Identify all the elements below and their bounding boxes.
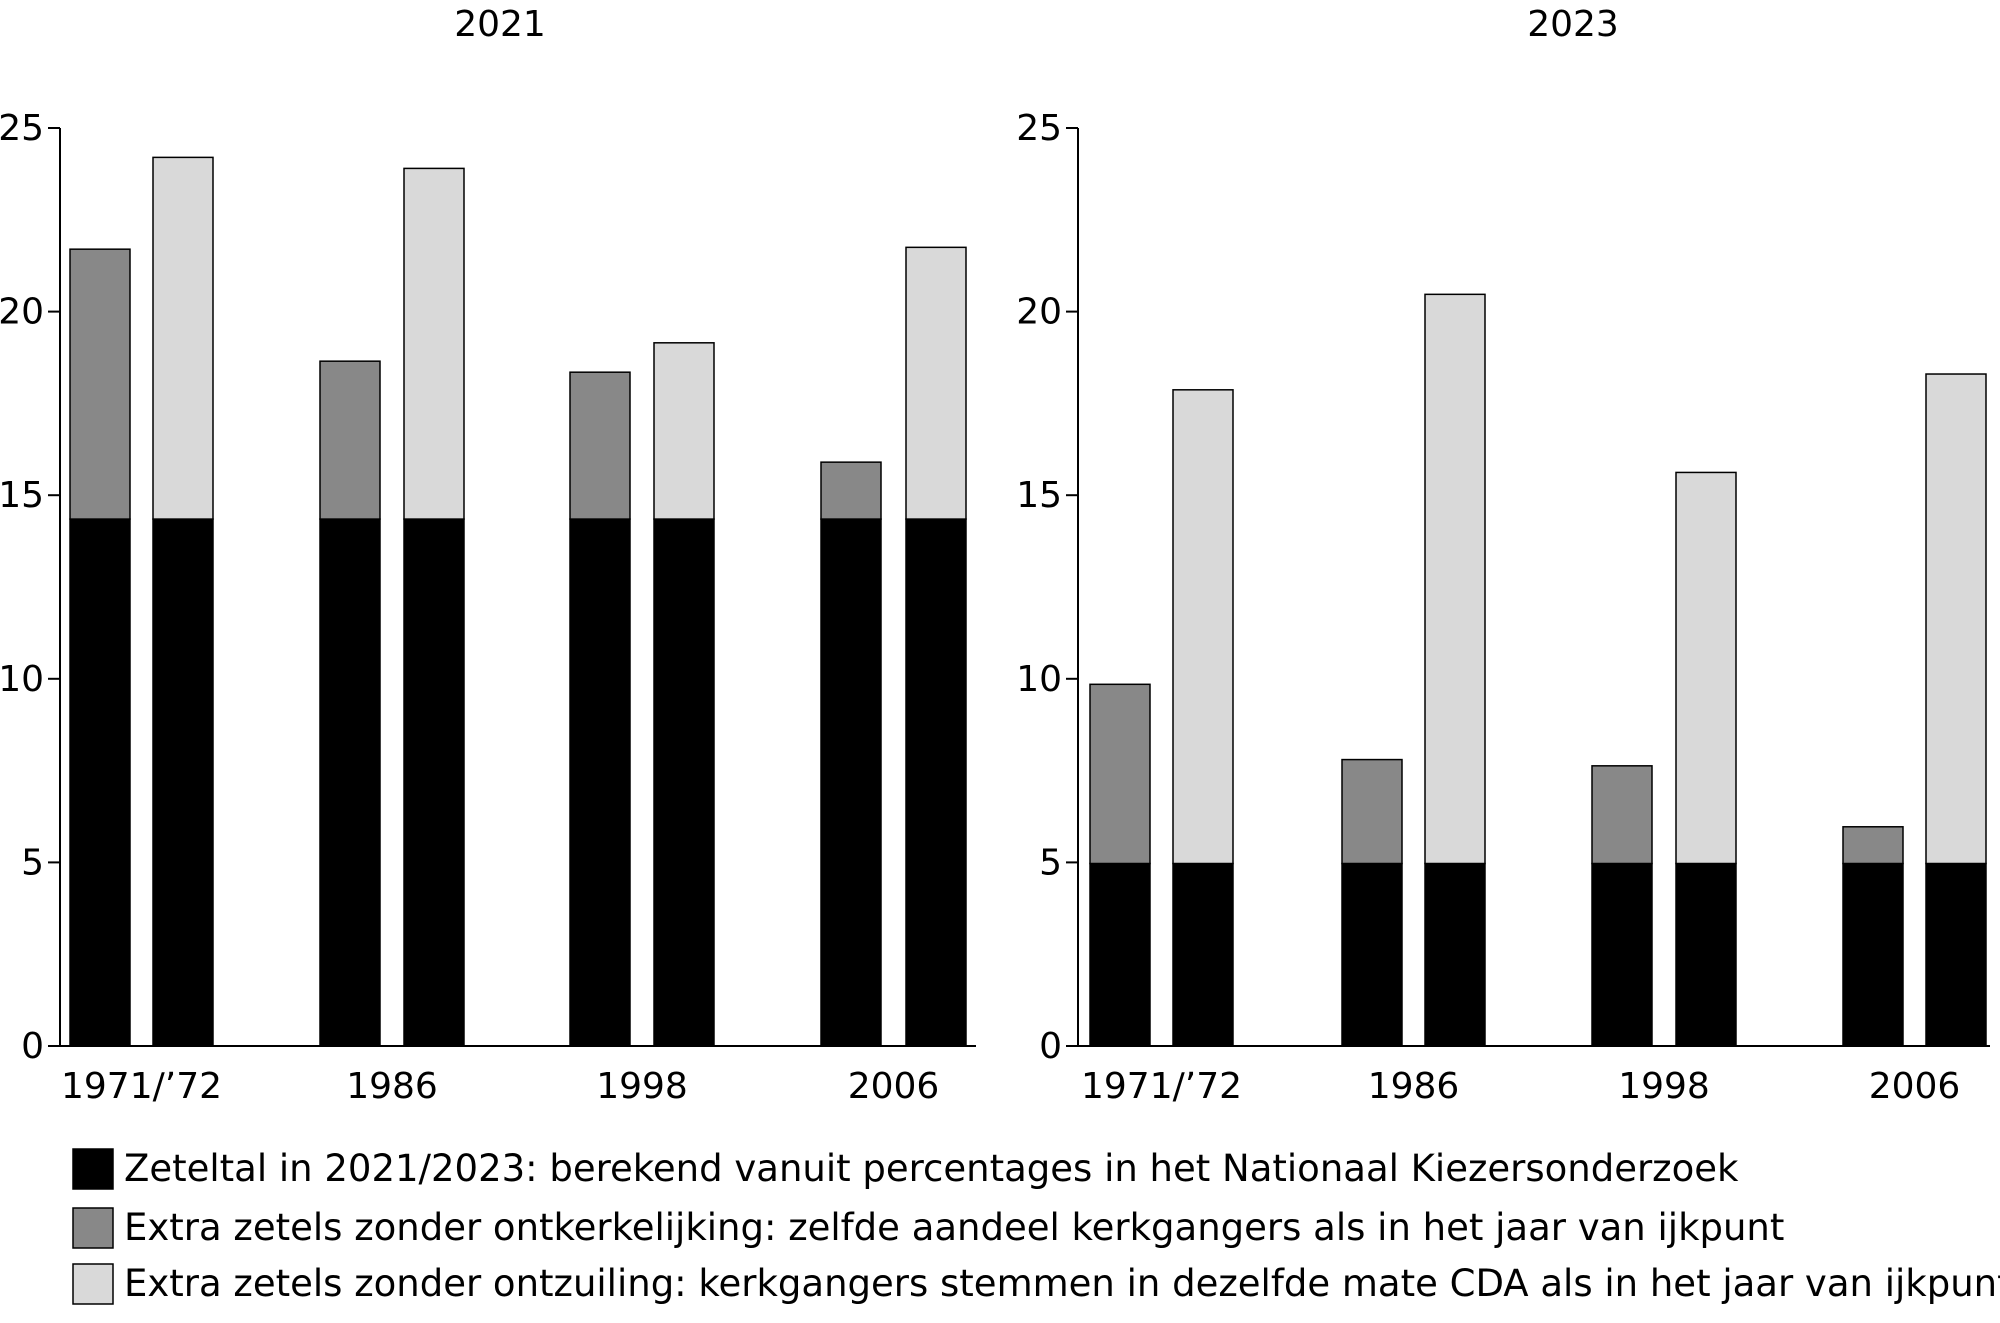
panel-title: 2021 [454, 4, 546, 45]
panel-title: 2023 [1527, 4, 1619, 45]
bar-base [1172, 862, 1234, 1047]
y-tick-label: 5 [21, 842, 44, 883]
panel-2021: 2021 0 5 10 15 20 25 1971/’72 1986 1998 2006 [0, 4, 976, 1107]
bar-base [820, 518, 882, 1047]
bar-base [569, 518, 631, 1047]
bar-base [403, 518, 465, 1047]
bar-extra-ontkerkelijking [1842, 826, 1904, 865]
bar-base [653, 518, 715, 1047]
y-tick-label: 15 [1016, 475, 1062, 516]
legend-swatch-base [72, 1148, 114, 1190]
x-tick-label: 1971/’72 [61, 1066, 222, 1107]
bar-base [152, 518, 214, 1047]
bar-extra-ontzuiling [152, 156, 214, 520]
y-tick-label: 10 [1016, 659, 1062, 700]
legend-swatch-ontzuiling [72, 1263, 114, 1305]
bar-extra-ontzuiling [403, 167, 465, 520]
bar-extra-ontzuiling [1424, 293, 1486, 865]
bar-extra-ontkerkelijking [319, 360, 381, 520]
panel-2023: 2023 0 5 10 15 20 25 1971/’72 1986 1998 2006 [1016, 4, 1990, 1107]
bar-base [1591, 862, 1653, 1047]
bar-base [905, 518, 967, 1047]
bar-extra-ontzuiling [1675, 471, 1737, 865]
bar-base [69, 518, 131, 1047]
legend-label-ontzuiling: Extra zetels zonder ontzuiling: kerkgang… [124, 1262, 2000, 1305]
legend-label-base: Zeteltal in 2021/2023: berekend vanuit p… [124, 1147, 1739, 1190]
bar-extra-ontkerkelijking [1341, 758, 1403, 865]
y-tick-label: 20 [1016, 292, 1062, 333]
bar-base [1842, 862, 1904, 1047]
x-tick-label: 1986 [346, 1066, 438, 1107]
bar-base [1089, 862, 1151, 1047]
bar-extra-ontzuiling [1925, 373, 1987, 865]
bar-extra-ontkerkelijking [820, 461, 882, 520]
legend-swatch-ontkerkelijking [72, 1207, 114, 1249]
x-tick-label: 1986 [1368, 1066, 1460, 1107]
bar-base [319, 518, 381, 1047]
x-tick-label: 1998 [596, 1066, 688, 1107]
y-tick-label: 25 [0, 108, 44, 149]
y-tick-label: 0 [21, 1026, 44, 1067]
y-tick-label: 25 [1016, 108, 1062, 149]
y-tick-label: 5 [1039, 842, 1062, 883]
bar-base [1341, 862, 1403, 1047]
bar-base [1424, 862, 1486, 1047]
x-tick-label: 2006 [848, 1066, 940, 1107]
legend-label-ontkerkelijking: Extra zetels zonder ontkerkelijking: zel… [124, 1206, 1784, 1249]
y-tick-label: 20 [0, 292, 44, 333]
legend: Zeteltal in 2021/2023: berekend vanuit p… [72, 1147, 2000, 1305]
x-tick-label: 1998 [1618, 1066, 1710, 1107]
x-tick-label: 1971/’72 [1081, 1066, 1242, 1107]
bar-extra-ontzuiling [1172, 389, 1234, 865]
bar-extra-ontkerkelijking [569, 371, 631, 520]
bar-extra-ontkerkelijking [69, 248, 131, 520]
bar-extra-ontkerkelijking [1089, 683, 1151, 865]
bar-extra-ontkerkelijking [1591, 765, 1653, 865]
bar-base [1925, 862, 1987, 1047]
y-tick-label: 15 [0, 475, 44, 516]
bar-base [1675, 862, 1737, 1047]
bar-extra-ontzuiling [905, 246, 967, 520]
y-tick-label: 0 [1039, 1026, 1062, 1067]
x-tick-label: 2006 [1869, 1066, 1961, 1107]
bar-extra-ontzuiling [653, 342, 715, 520]
y-tick-label: 10 [0, 659, 44, 700]
